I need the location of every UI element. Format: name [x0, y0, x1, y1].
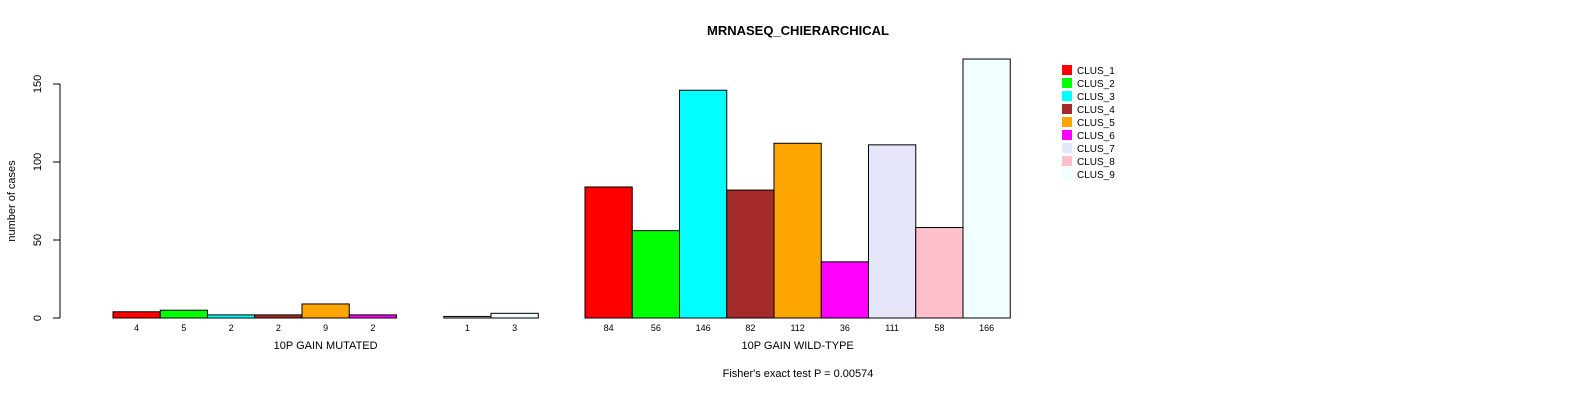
bar-clus-9: [962, 58, 1011, 319]
bar-clus-3: [679, 89, 728, 319]
legend-swatch: [1062, 104, 1072, 114]
bar-clus-6: [348, 314, 397, 319]
bar-value-label: 9: [323, 323, 328, 333]
bar-value-label: 56: [651, 323, 661, 333]
group-label: 10P GAIN MUTATED: [274, 340, 378, 352]
legend-label: CLUS_4: [1077, 105, 1115, 116]
bar-clus-4: [254, 314, 303, 319]
bars: 4 5 2 2 9 2 1 3 10P GAIN MUTATED 84 56 146 82 112 36 11…: [112, 58, 1011, 352]
footnote: Fisher's exact test P = 0.00574: [723, 368, 874, 380]
bar-value-label: 1: [465, 323, 470, 333]
y-tick-label: 0: [32, 315, 44, 321]
bar-clus-2: [159, 309, 208, 319]
bar-value-label: 58: [934, 323, 944, 333]
group-label: 10P GAIN WILD-TYPE: [741, 340, 853, 352]
legend-swatch: [1062, 78, 1072, 88]
bar-value-label: 4: [134, 323, 139, 333]
bar-value-label: 146: [696, 323, 711, 333]
y-tick-label: 50: [32, 234, 44, 246]
bar-value-label: 84: [604, 323, 614, 333]
legend-swatch: [1062, 91, 1072, 101]
legend-swatch: [1062, 130, 1072, 140]
y-axis-label: number of cases: [6, 160, 18, 242]
bar-value-label: 2: [229, 323, 234, 333]
chart-title: MRNASEQ_CHIERARCHICAL: [707, 23, 889, 38]
legend-label: CLUS_9: [1077, 170, 1115, 181]
bar-value-label: 111: [885, 323, 899, 333]
bar-value-label: 36: [840, 323, 850, 333]
bar-value-label: 2: [276, 323, 281, 333]
legend-swatch: [1062, 169, 1072, 179]
bar-clus-5: [301, 303, 350, 319]
legend-label: CLUS_1: [1077, 66, 1115, 77]
bar-value-label: 82: [745, 323, 755, 333]
bar-clus-8: [443, 315, 492, 319]
legend-label: CLUS_7: [1077, 144, 1115, 155]
legend-swatch: [1062, 117, 1072, 127]
bar-clus-7: [868, 144, 917, 319]
bar-clus-6: [820, 261, 869, 319]
bar-value-label: 5: [181, 323, 186, 333]
bar-clus-5: [773, 142, 822, 319]
legend: CLUS_1 CLUS_2 CLUS_3 CLUS_4 CLUS_5 CLUS_6 CLUS…: [1062, 65, 1115, 181]
bar-value-label: 112: [790, 323, 804, 333]
bar-clus-4: [726, 189, 775, 319]
legend-label: CLUS_8: [1077, 157, 1115, 168]
bar-clus-9: [490, 312, 539, 319]
legend-swatch: [1062, 143, 1072, 153]
bar-value-label: 166: [979, 323, 994, 333]
legend-label: CLUS_2: [1077, 79, 1115, 90]
bar-clus-8: [915, 227, 964, 319]
legend-label: CLUS_5: [1077, 118, 1115, 129]
bar-clus-2: [631, 230, 680, 319]
legend-label: CLUS_6: [1077, 131, 1115, 142]
legend-label: CLUS_3: [1077, 92, 1115, 103]
bar-clus-1: [112, 311, 161, 319]
y-tick-label: 150: [32, 75, 44, 93]
y-tick-label: 100: [32, 153, 44, 171]
bar-clus-3: [207, 314, 256, 319]
bar-clus-1: [584, 186, 633, 319]
bar-value-label: 2: [370, 323, 375, 333]
legend-swatch: [1062, 156, 1072, 166]
y-axis: 0 50 100 150: [32, 75, 61, 321]
legend-swatch: [1062, 65, 1072, 75]
bar-value-label: 3: [512, 323, 517, 333]
